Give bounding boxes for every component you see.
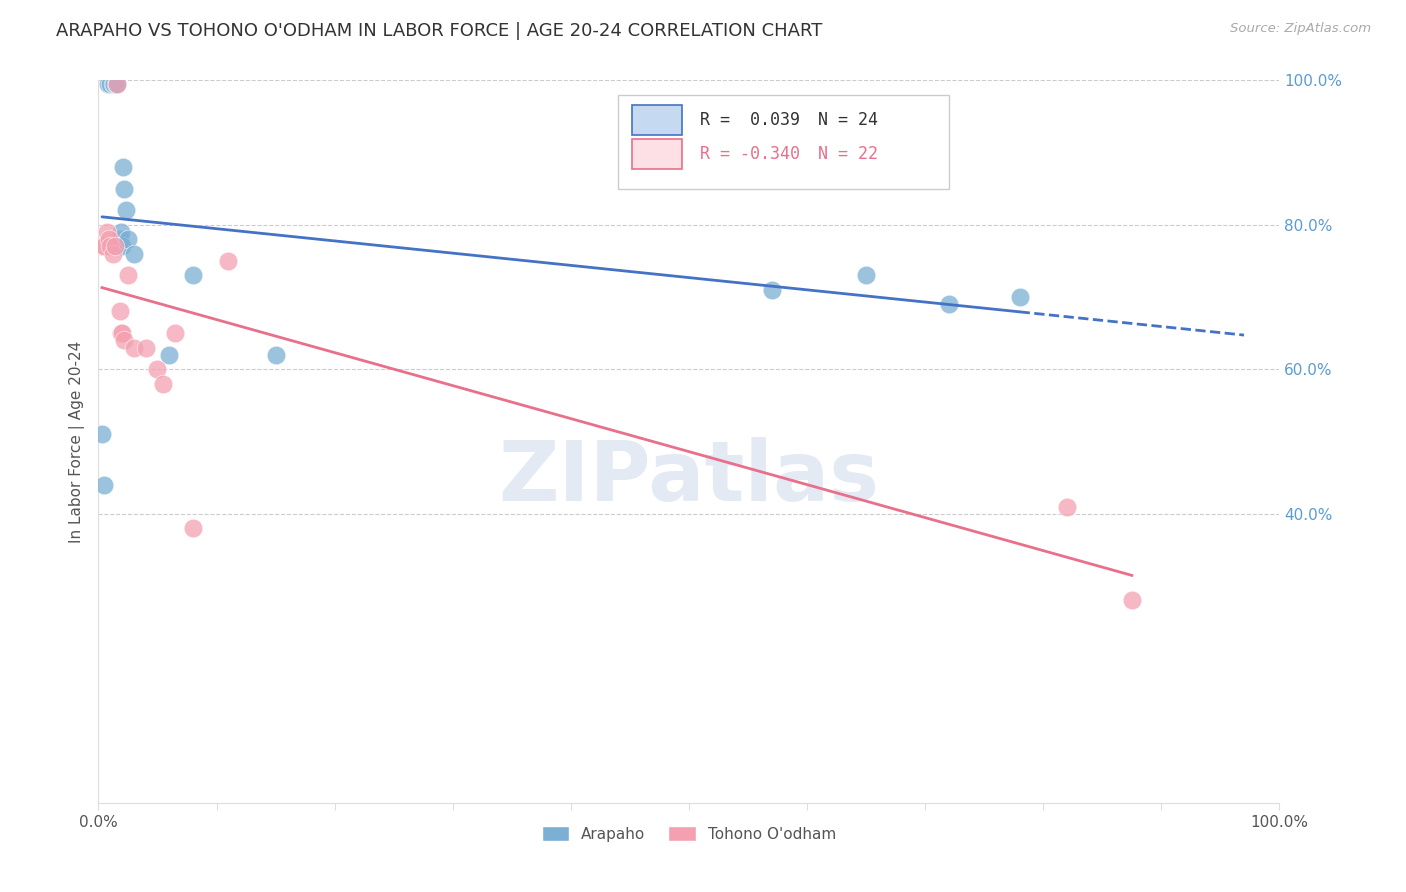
Text: ARAPAHO VS TOHONO O'ODHAM IN LABOR FORCE | AGE 20-24 CORRELATION CHART: ARAPAHO VS TOHONO O'ODHAM IN LABOR FORCE… <box>56 22 823 40</box>
Point <box>97 77 120 91</box>
Point <box>264 348 287 362</box>
FancyBboxPatch shape <box>633 105 682 136</box>
Point <box>1121 593 1143 607</box>
Point <box>112 334 135 348</box>
Text: R =  0.039: R = 0.039 <box>700 111 800 129</box>
FancyBboxPatch shape <box>633 139 682 169</box>
Point <box>122 246 145 260</box>
Point <box>101 246 124 260</box>
Point <box>91 239 114 253</box>
Point <box>98 77 121 91</box>
Point <box>135 341 157 355</box>
Point <box>855 268 877 283</box>
Point <box>107 239 129 253</box>
Point <box>108 232 131 246</box>
Point <box>98 239 121 253</box>
FancyBboxPatch shape <box>619 95 949 189</box>
Point <box>761 283 783 297</box>
Point <box>117 232 139 246</box>
Point <box>111 239 134 253</box>
Point <box>117 268 139 283</box>
Point <box>93 478 115 492</box>
Point <box>112 182 135 196</box>
Point <box>93 239 115 253</box>
Point <box>112 160 135 174</box>
Point <box>96 225 118 239</box>
Point <box>91 427 114 442</box>
Text: Source: ZipAtlas.com: Source: ZipAtlas.com <box>1230 22 1371 36</box>
Point <box>110 225 132 239</box>
Point <box>165 326 187 340</box>
Point <box>152 376 174 391</box>
Point <box>146 362 169 376</box>
Point <box>104 239 127 253</box>
Point <box>108 304 131 318</box>
Point <box>105 77 128 91</box>
Point <box>217 253 239 268</box>
Point <box>1008 290 1031 304</box>
Text: ZIPatlas: ZIPatlas <box>499 437 879 518</box>
Point <box>181 521 204 535</box>
Point <box>111 326 134 340</box>
Point <box>101 77 124 91</box>
Point <box>114 203 136 218</box>
Point <box>122 341 145 355</box>
Point <box>938 297 960 311</box>
Point <box>181 268 204 283</box>
Point <box>98 232 121 246</box>
Text: R = -0.340: R = -0.340 <box>700 145 800 163</box>
Point <box>103 77 125 91</box>
Y-axis label: In Labor Force | Age 20-24: In Labor Force | Age 20-24 <box>69 341 84 542</box>
Point <box>105 77 128 91</box>
Text: N = 22: N = 22 <box>818 145 877 163</box>
Point <box>157 348 180 362</box>
Text: N = 24: N = 24 <box>818 111 877 129</box>
Point <box>110 326 132 340</box>
Legend: Arapaho, Tohono O'odham: Arapaho, Tohono O'odham <box>534 818 844 849</box>
Point <box>1056 500 1078 514</box>
Point <box>105 77 128 91</box>
